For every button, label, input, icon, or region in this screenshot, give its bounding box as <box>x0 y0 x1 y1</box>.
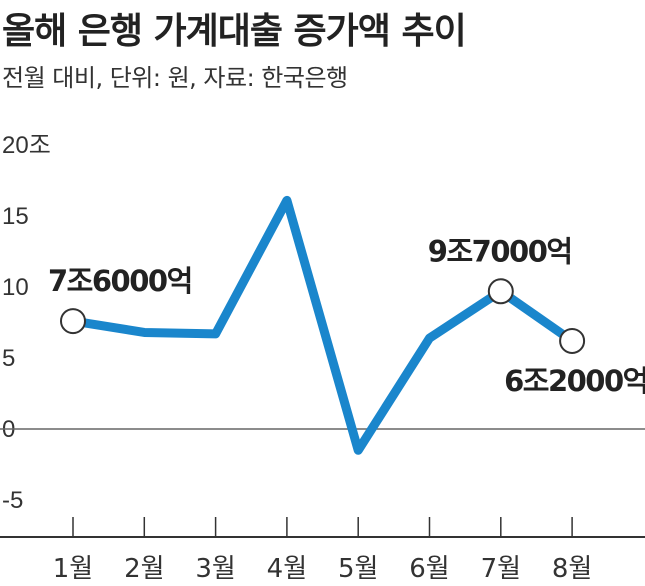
x-tick-label: 1월 <box>53 554 93 584</box>
y-tick-label: -5 <box>2 487 23 514</box>
x-tick-label: 5월 <box>338 554 378 584</box>
x-tick-label: 2월 <box>124 554 164 584</box>
x-tick-label: 4월 <box>267 554 307 584</box>
x-tick-label: 6월 <box>409 554 449 584</box>
annotations: 7조6000억 9조7000억 6조2000억 <box>48 234 645 398</box>
chart-title: 올해 은행 가계대출 증가액 추이 <box>2 11 467 52</box>
data-point-marker <box>559 327 586 354</box>
annotation-markers <box>60 278 586 354</box>
data-label: 9조7000억 <box>428 234 572 268</box>
x-tick-label: 8월 <box>552 554 592 584</box>
y-tick-label: 5 <box>2 345 15 372</box>
series-line <box>68 195 577 455</box>
y-tick-label: 10 <box>2 274 29 301</box>
y-tick-label: 20조 <box>2 132 51 159</box>
y-tick-label: 15 <box>2 203 29 230</box>
data-point-marker <box>487 278 514 305</box>
data-label: 7조6000억 <box>48 264 192 298</box>
data-point-marker <box>60 308 86 335</box>
chart-subtitle: 전월 대비, 단위: 원, 자료: 한국은행 <box>2 64 348 92</box>
data-label: 6조2000억 <box>504 364 645 398</box>
x-tick-label: 7월 <box>481 554 521 584</box>
x-tick-label: 3월 <box>195 554 235 584</box>
x-axis-ticks: 1월 2월 3월 4월 5월 6월 7월 8월 <box>53 517 592 584</box>
